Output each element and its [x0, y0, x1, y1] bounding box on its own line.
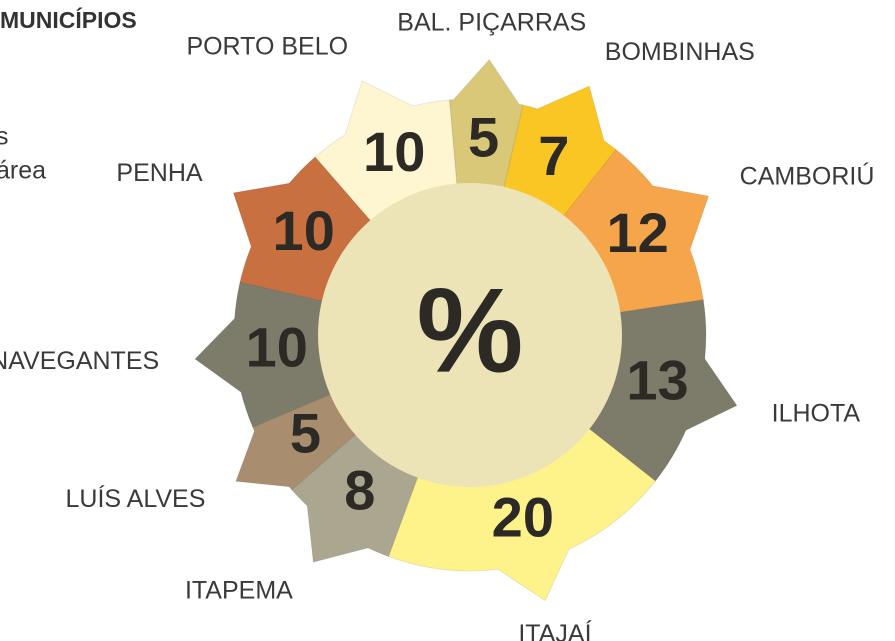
- category-label: BOMBINHAS: [605, 38, 755, 66]
- value-label: 10: [273, 199, 335, 262]
- category-label: BAL. PIÇARRAS: [397, 8, 586, 36]
- value-label: 5: [468, 105, 499, 168]
- note: área: [0, 157, 46, 185]
- category-label: NAVEGANTES: [0, 347, 159, 375]
- category-label: PORTO BELO: [186, 32, 348, 60]
- chart-title: MUNICÍPIOS: [0, 6, 137, 33]
- category-label: PENHA: [116, 159, 202, 187]
- value-label: 5: [290, 402, 321, 465]
- value-label: 10: [246, 316, 308, 379]
- category-label: ILHOTA: [772, 399, 861, 427]
- value-label: 8: [344, 458, 375, 521]
- value-label: 10: [363, 120, 425, 183]
- value-label: 20: [492, 485, 554, 548]
- value-label: 12: [607, 201, 669, 264]
- center-label: %: [417, 264, 524, 398]
- value-label: 7: [538, 124, 569, 187]
- category-label: ITAPEMA: [185, 576, 293, 604]
- category-label: CAMBORIÚ: [740, 162, 875, 191]
- category-label: LUÍS ALVES: [66, 484, 206, 513]
- value-label: 13: [626, 348, 688, 411]
- note: s: [0, 123, 9, 151]
- category-label: ITAJAÍ: [518, 619, 591, 641]
- center-circle: [318, 183, 622, 487]
